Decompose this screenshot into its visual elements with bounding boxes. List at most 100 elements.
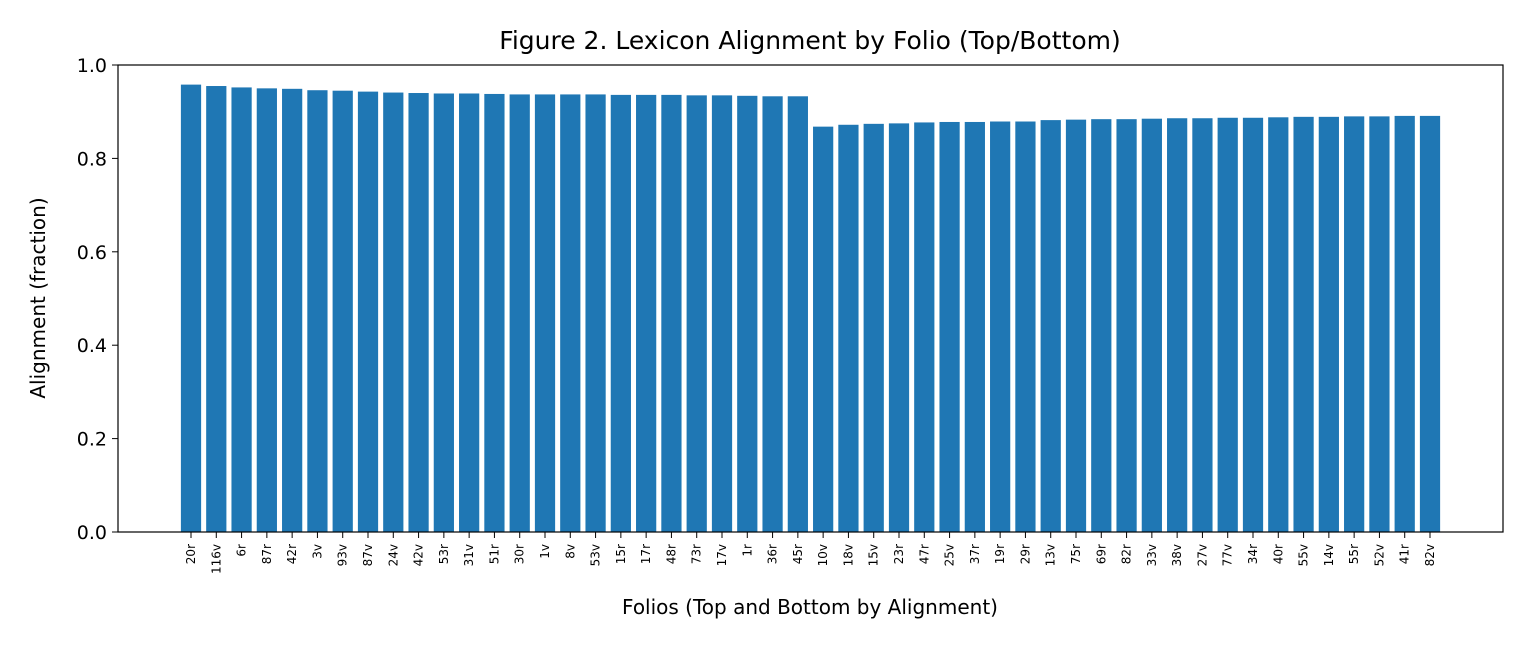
bar-87r (256, 88, 277, 532)
bar-3v (307, 90, 328, 532)
bar-33v (1141, 118, 1162, 532)
x-tick-label: 53r (437, 544, 451, 564)
bar-42r (282, 88, 303, 532)
x-tick-label: 53v (589, 544, 603, 566)
bar-93v (332, 90, 353, 532)
bar-75r (1065, 119, 1087, 532)
bars-group (180, 84, 1441, 533)
bar-23r (888, 123, 910, 533)
x-tick-label: 25v (943, 544, 957, 566)
bar-47r (914, 122, 935, 532)
x-tick-label: 93v (336, 544, 350, 566)
bar-29r (1015, 121, 1036, 532)
x-tick-label: 38v (1170, 544, 1184, 566)
x-tick-label: 1v (538, 544, 552, 559)
y-tick-label: 0.8 (77, 148, 107, 170)
x-tick-label: 30r (513, 544, 527, 564)
bar-8v (560, 94, 581, 533)
bar-55r (1344, 116, 1365, 533)
x-tick-label: 69r (1094, 544, 1108, 564)
x-tick-label: 19r (993, 544, 1007, 564)
bar-87v (357, 91, 379, 533)
bar-52v (1369, 116, 1390, 533)
x-tick-label: 27v (1195, 544, 1209, 566)
bar-42v (408, 93, 429, 533)
y-axis-label: Alignment (fraction) (26, 197, 50, 398)
bar-38v (1167, 118, 1188, 533)
x-tick-label: 45r (791, 544, 805, 564)
x-tick-label: 6r (235, 544, 249, 557)
bar-34r (1242, 117, 1264, 533)
x-tick-label: 24v (386, 544, 400, 566)
bar-53r (433, 93, 454, 533)
y-tick-label: 0.4 (77, 335, 107, 357)
bar-10v (813, 126, 834, 532)
x-tick-label: 10v (816, 544, 830, 566)
x-tick-label: 36r (766, 544, 780, 564)
x-axis-label: Folios (Top and Bottom by Alignment) (622, 595, 998, 619)
bar-53v (585, 94, 606, 533)
x-tick-label: 51r (487, 544, 501, 564)
bar-24v (383, 92, 404, 533)
x-tick-label: 14v (1322, 544, 1336, 566)
x-tick-label: 37r (968, 544, 982, 564)
bar-15v (863, 123, 884, 532)
x-tick-label: 55r (1347, 544, 1361, 564)
y-tick-label: 0.2 (77, 429, 107, 451)
x-tick-label: 82r (1120, 544, 1134, 564)
x-tick-label: 42r (285, 544, 299, 564)
x-tick-label: 13v (1044, 544, 1058, 566)
x-tick-label: 1r (740, 544, 754, 557)
x-tick-label: 116v (209, 544, 223, 574)
bar-13v (1040, 120, 1061, 533)
bar-27v (1192, 118, 1213, 533)
bar-48r (661, 94, 682, 532)
x-tick-label: 87v (361, 544, 375, 566)
bar-116v (206, 86, 227, 533)
x-tick-label: 52v (1372, 544, 1386, 566)
bar-36r (762, 96, 783, 532)
bar-25v (939, 121, 960, 532)
bar-17r (636, 94, 657, 532)
x-tick-label: 47r (917, 544, 931, 564)
bar-69r (1091, 119, 1112, 533)
x-tick-label: 20r (184, 544, 198, 564)
x-tick-label: 34r (1246, 544, 1260, 564)
x-tick-label: 29r (1018, 544, 1032, 564)
bar-51r (484, 93, 505, 532)
bar-14v (1318, 116, 1339, 532)
y-axis: 0.0 0.2 0.4 0.6 0.8 1.0 (77, 55, 118, 544)
x-tick-label: 82v (1423, 544, 1437, 566)
x-tick-label: 77v (1221, 544, 1235, 566)
x-tick-label: 48r (664, 544, 678, 564)
x-axis: 20r 116v 6r 87r 42r 3v 93v 87v 24v 42v 53r 31v 51r 30… (184, 532, 1437, 574)
bar-45r (787, 96, 808, 532)
x-tick-label: 15v (867, 544, 881, 566)
x-tick-label: 33v (1145, 544, 1159, 566)
chart-title: Figure 2. Lexicon Alignment by Folio (To… (499, 26, 1120, 55)
y-tick-label: 0.0 (77, 522, 107, 544)
bar-6r (231, 87, 252, 533)
x-tick-label: 3v (310, 544, 324, 559)
bar-17v (711, 95, 733, 532)
x-tick-label: 73r (690, 544, 704, 564)
bar-73r (686, 95, 707, 532)
x-tick-label: 87r (260, 544, 274, 564)
x-tick-label: 40r (1271, 544, 1285, 564)
bar-82v (1419, 115, 1441, 533)
x-tick-label: 18v (841, 544, 855, 566)
x-tick-label: 55v (1297, 544, 1311, 566)
bar-20r (180, 84, 202, 533)
x-tick-label: 15r (614, 544, 628, 564)
x-tick-label: 17r (639, 544, 653, 564)
x-tick-label: 75r (1069, 544, 1083, 564)
bar-30r (509, 94, 530, 533)
bar-1r (737, 95, 758, 532)
bar-55v (1293, 116, 1314, 532)
x-tick-label: 23r (892, 544, 906, 564)
x-tick-label: 17v (715, 544, 729, 566)
y-tick-label: 0.6 (77, 242, 107, 264)
x-tick-label: 31v (462, 544, 476, 566)
bar-18v (838, 124, 859, 532)
